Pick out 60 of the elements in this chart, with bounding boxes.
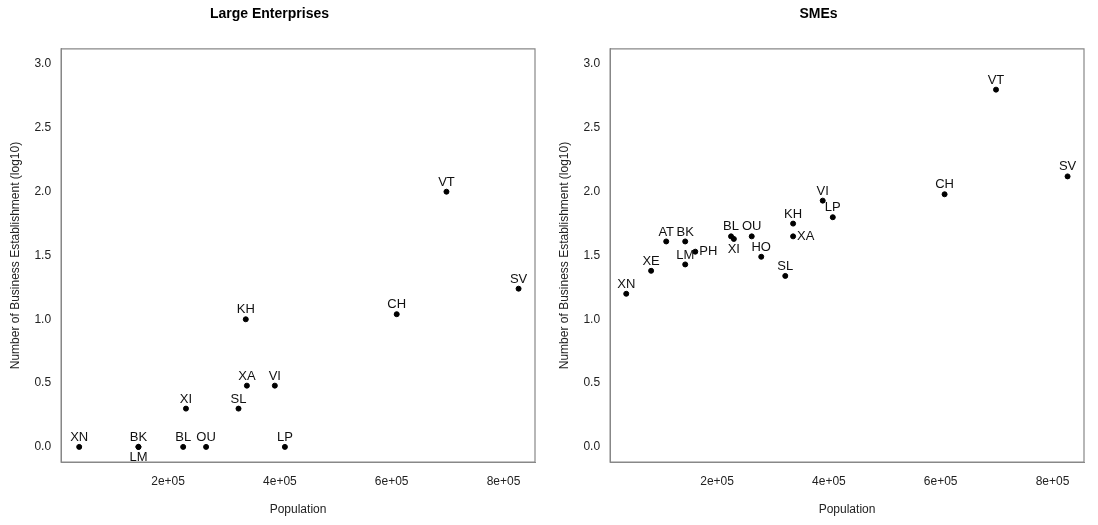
x-tick-label: 2e+05 [151,473,186,488]
x-tick-label: 8e+05 [1035,473,1070,488]
annotation: SL [777,257,794,273]
annotation: BK [129,428,148,444]
annotation: OU [741,218,762,234]
x-tick-label: 6e+05 [374,473,409,488]
annotation: BK [676,223,695,239]
annotation: XA [238,367,256,383]
y-tick-label: 1.5 [34,247,52,262]
annotation: PH [699,243,718,259]
annotation: LP [276,428,293,444]
annotation: BL [175,428,192,444]
annotation: LM [676,246,695,262]
annotation: VI [816,182,829,198]
x-tick-label: 8e+05 [486,473,521,488]
annotation: XI [179,390,193,406]
y-tick-label: 0.0 [34,439,52,454]
y-axis-title: Number of Business Establishment (log10) [556,141,571,370]
annotation: XA [797,227,815,243]
annotation: SL [230,390,247,406]
y-tick-label: 2.5 [34,120,52,135]
x-tick-label: 2e+05 [700,473,735,488]
annotation: XN [70,428,89,444]
annotation: KH [784,205,803,221]
chart-title: SMEs [799,5,838,22]
y-tick-label: 3.0 [34,56,52,71]
y-tick-label: 1.5 [583,247,601,262]
y-axis-title: Number of Business Establishment (log10) [7,141,22,370]
annotation: XI [727,240,740,256]
annotation: XN [617,275,636,291]
annotation: VT [438,173,455,189]
annotation: BL [723,218,739,234]
annotation: OU [196,428,216,444]
annotation: VT [987,71,1005,87]
chart-title: Large Enterprises [209,5,330,22]
annotation: CH [935,176,954,192]
y-tick-label: 1.0 [34,311,52,326]
y-tick-label: 1.0 [583,311,601,326]
x-axis-title: Population [269,502,327,517]
y-tick-label: 2.5 [583,120,601,135]
annotation: CH [387,296,407,312]
x-tick-label: 4e+05 [263,473,298,488]
y-tick-label: 2.0 [583,184,601,199]
y-tick-label: 2.0 [34,184,52,199]
annotation: LP [824,199,841,215]
annotation: VI [268,367,281,383]
x-tick-label: 6e+05 [923,473,958,488]
y-tick-label: 0.5 [34,375,52,390]
annotation: LM [129,448,148,464]
annotation: SV [509,270,528,286]
annotation: HO [751,238,771,254]
x-tick-label: 4e+05 [812,473,847,488]
x-axis-title: Population [818,502,876,517]
annotation: XE [642,252,661,268]
y-tick-label: 3.0 [583,56,601,71]
y-tick-label: 0.5 [583,375,601,390]
y-tick-label: 0.0 [583,439,601,454]
annotation: KH [236,301,255,317]
annotation: SV [1058,158,1077,174]
annotation: AT [658,223,675,239]
